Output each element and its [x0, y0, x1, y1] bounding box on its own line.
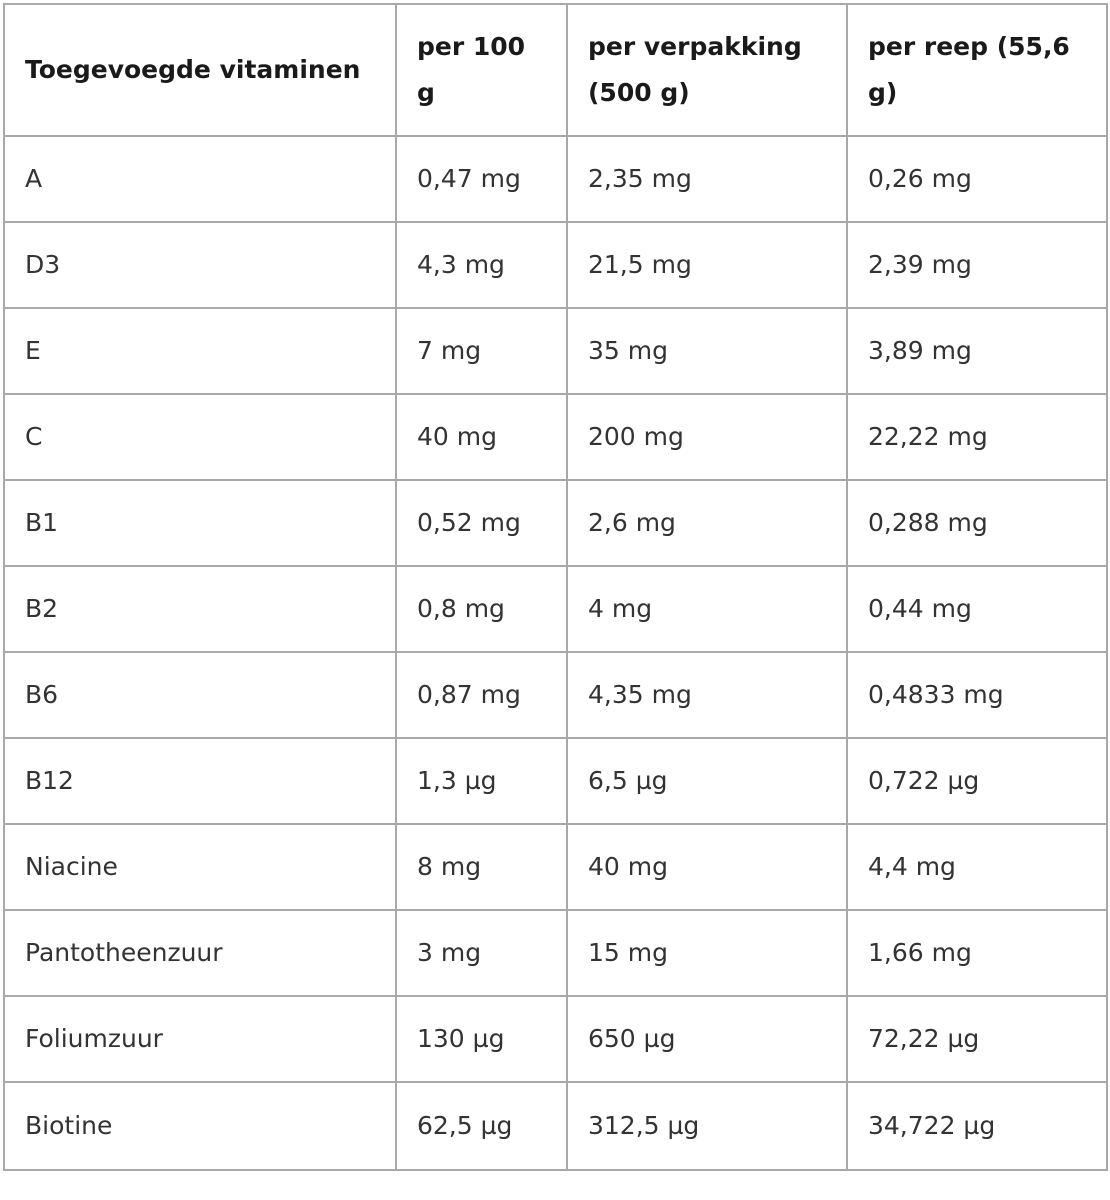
cell-vitamin: B6: [3, 651, 397, 739]
cell-vitamin: B1: [3, 479, 397, 567]
cell-vitamin: B12: [3, 737, 397, 825]
cell-vitamin: Pantotheenzuur: [3, 909, 397, 997]
cell-per-bar: 0,26 mg: [846, 135, 1108, 223]
cell-per-100g: 7 mg: [395, 307, 568, 395]
table-row: Pantotheenzuur 3 mg 15 mg 1,66 mg: [3, 909, 1108, 997]
cell-per-package: 35 mg: [566, 307, 848, 395]
cell-per-100g: 1,3 µg: [395, 737, 568, 825]
cell-per-package: 40 mg: [566, 823, 848, 911]
column-header-vitamin: Toegevoegde vitaminen: [3, 3, 397, 137]
cell-vitamin: E: [3, 307, 397, 395]
cell-per-package: 4,35 mg: [566, 651, 848, 739]
table-row: D3 4,3 mg 21,5 mg 2,39 mg: [3, 221, 1108, 309]
column-header-per-100g: per 100 g: [395, 3, 568, 137]
cell-per-bar: 0,722 µg: [846, 737, 1108, 825]
cell-per-100g: 3 mg: [395, 909, 568, 997]
column-header-per-bar: per reep (55,6 g): [846, 3, 1108, 137]
cell-per-bar: 4,4 mg: [846, 823, 1108, 911]
cell-per-100g: 0,8 mg: [395, 565, 568, 653]
cell-per-package: 4 mg: [566, 565, 848, 653]
cell-per-package: 2,35 mg: [566, 135, 848, 223]
cell-per-100g: 62,5 µg: [395, 1081, 568, 1171]
cell-vitamin: A: [3, 135, 397, 223]
table-row: B12 1,3 µg 6,5 µg 0,722 µg: [3, 737, 1108, 825]
cell-vitamin: Biotine: [3, 1081, 397, 1171]
table-header: Toegevoegde vitaminen per 100 g per verp…: [3, 3, 1108, 137]
cell-per-bar: 0,288 mg: [846, 479, 1108, 567]
cell-vitamin: B2: [3, 565, 397, 653]
table-row: Niacine 8 mg 40 mg 4,4 mg: [3, 823, 1108, 911]
cell-per-100g: 8 mg: [395, 823, 568, 911]
cell-per-package: 6,5 µg: [566, 737, 848, 825]
table-row: B2 0,8 mg 4 mg 0,44 mg: [3, 565, 1108, 653]
header-row: Toegevoegde vitaminen per 100 g per verp…: [3, 3, 1108, 137]
cell-vitamin: Niacine: [3, 823, 397, 911]
table-row: B6 0,87 mg 4,35 mg 0,4833 mg: [3, 651, 1108, 739]
cell-per-bar: 3,89 mg: [846, 307, 1108, 395]
cell-per-bar: 34,722 µg: [846, 1081, 1108, 1171]
cell-per-bar: 2,39 mg: [846, 221, 1108, 309]
cell-per-package: 21,5 mg: [566, 221, 848, 309]
cell-vitamin: C: [3, 393, 397, 481]
table-body: A 0,47 mg 2,35 mg 0,26 mg D3 4,3 mg 21,5 mg 2,3…: [3, 135, 1108, 1171]
cell-vitamin: D3: [3, 221, 397, 309]
cell-per-100g: 4,3 mg: [395, 221, 568, 309]
table-row: Biotine 62,5 µg 312,5 µg 34,722 µg: [3, 1081, 1108, 1171]
table-row: Foliumzuur 130 µg 650 µg 72,22 µg: [3, 995, 1108, 1083]
table-row: B1 0,52 mg 2,6 mg 0,288 mg: [3, 479, 1108, 567]
vitamin-table: Toegevoegde vitaminen per 100 g per verp…: [3, 3, 1108, 1171]
cell-vitamin: Foliumzuur: [3, 995, 397, 1083]
cell-per-bar: 0,44 mg: [846, 565, 1108, 653]
cell-per-100g: 0,52 mg: [395, 479, 568, 567]
cell-per-bar: 0,4833 mg: [846, 651, 1108, 739]
column-header-per-package: per verpakking (500 g): [566, 3, 848, 137]
cell-per-package: 200 mg: [566, 393, 848, 481]
table-row: C 40 mg 200 mg 22,22 mg: [3, 393, 1108, 481]
cell-per-package: 15 mg: [566, 909, 848, 997]
cell-per-100g: 130 µg: [395, 995, 568, 1083]
cell-per-package: 312,5 µg: [566, 1081, 848, 1171]
cell-per-package: 2,6 mg: [566, 479, 848, 567]
table-row: A 0,47 mg 2,35 mg 0,26 mg: [3, 135, 1108, 223]
cell-per-100g: 40 mg: [395, 393, 568, 481]
cell-per-bar: 72,22 µg: [846, 995, 1108, 1083]
cell-per-100g: 0,47 mg: [395, 135, 568, 223]
cell-per-bar: 1,66 mg: [846, 909, 1108, 997]
cell-per-100g: 0,87 mg: [395, 651, 568, 739]
cell-per-bar: 22,22 mg: [846, 393, 1108, 481]
cell-per-package: 650 µg: [566, 995, 848, 1083]
